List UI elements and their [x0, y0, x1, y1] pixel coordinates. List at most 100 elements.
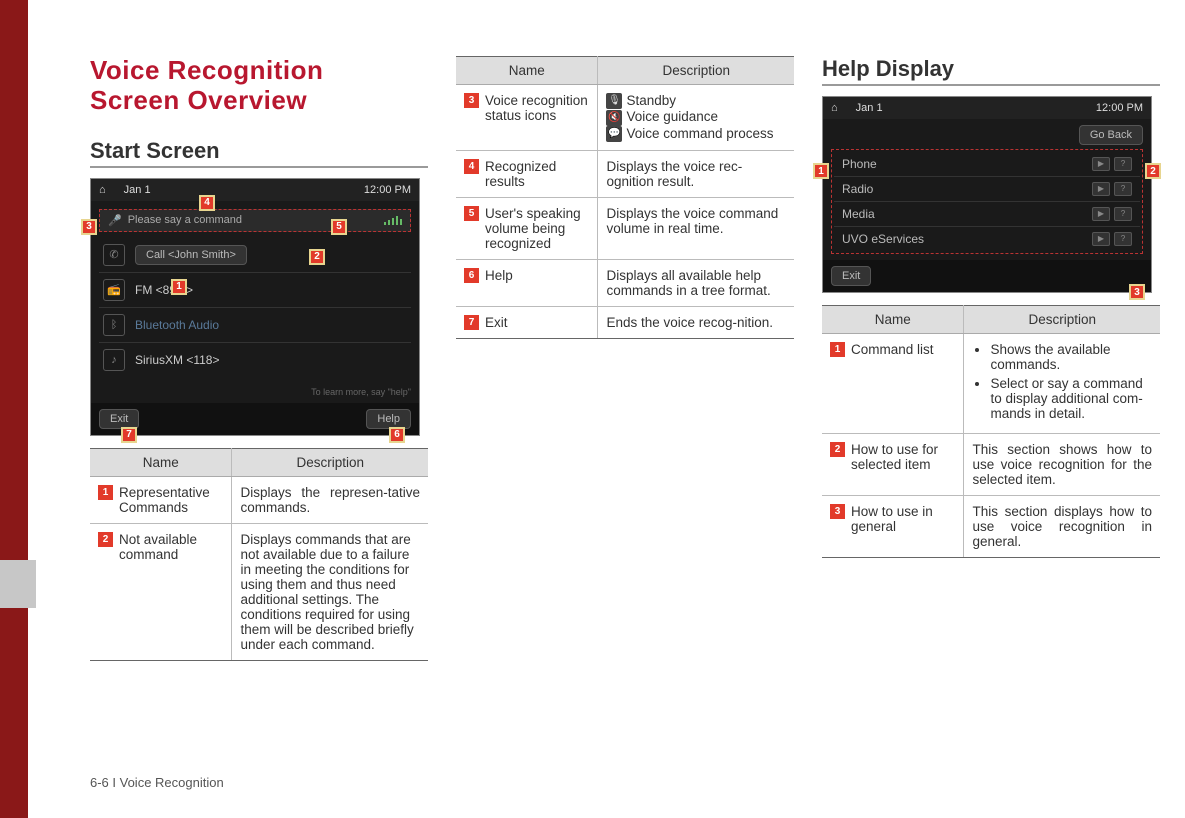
row-name: Voice recognition status icons — [485, 93, 589, 123]
screenshot-body: 🎤 Please say a command ✆ Call <John Smit… — [91, 201, 419, 385]
th-name: Name — [456, 57, 598, 85]
item-buttons: ▶? — [1092, 157, 1132, 171]
music-icon: ♪ — [103, 349, 125, 371]
table-row: 5 User's speaking volume being recognize… — [456, 198, 794, 260]
table-row: 2 How to use for selected item This sect… — [822, 434, 1160, 496]
row-desc: Displays commands that are not available… — [232, 523, 428, 660]
list-item: Phone ▶? — [834, 152, 1140, 177]
row-desc: This section displays how to use voice r… — [964, 496, 1160, 558]
row-name: Exit — [485, 315, 589, 330]
row-desc: Displays all available help commands in … — [598, 260, 794, 307]
column-3: Help Display ⌂ Jan 1 12:00 PM Go Back Ph… — [822, 56, 1160, 661]
page-thumb-tab — [0, 560, 36, 608]
help-callout-2: 2 — [1145, 163, 1161, 179]
left-red-bar — [0, 0, 28, 818]
row-badge: 4 — [464, 159, 479, 174]
info-icon: ? — [1114, 182, 1132, 196]
command-prompt: 🎤 Please say a command — [99, 209, 411, 232]
row-name: Recognized results — [485, 159, 589, 189]
info-icon: ? — [1114, 157, 1132, 171]
help-footer: Exit — [823, 260, 1151, 292]
page-title: Voice Recognition Screen Overview — [90, 56, 428, 116]
standby-icon: 🎙 — [606, 93, 622, 109]
page-title-line1: Voice Recognition — [90, 55, 323, 85]
content-area: Voice Recognition Screen Overview Start … — [90, 56, 1160, 661]
screenshot-row-sxm: ♪ SiriusXM <118> — [99, 343, 411, 377]
row-badge: 2 — [830, 442, 845, 457]
page-footer: 6-6 I Voice Recognition — [90, 775, 224, 790]
callout-2: 2 — [309, 249, 325, 265]
bullet: Select or say a command to display addit… — [990, 376, 1152, 421]
play-icon: ▶ — [1092, 182, 1110, 196]
screenshot-time: 12:00 PM — [364, 184, 411, 196]
item-label: UVO eServices — [842, 232, 924, 246]
help-body: Go Back Phone ▶? Radio ▶? Media ▶? — [823, 119, 1151, 260]
help-callout-3: 3 — [1129, 284, 1145, 300]
row-badge: 2 — [98, 532, 113, 547]
start-screen-screenshot: ⌂ Jan 1 12:00 PM 🎤 Please say a command … — [90, 178, 420, 436]
row-desc-icons: 🎙Standby 🔇Voice guidance 💬Voice command … — [598, 85, 794, 151]
help-screenshot: ⌂ Jan 1 12:00 PM Go Back Phone ▶? Radio … — [822, 96, 1152, 293]
callout-7: 7 — [121, 427, 137, 443]
mic-icon: 🎤 — [108, 214, 122, 227]
row-badge: 1 — [830, 342, 845, 357]
screenshot-hint: To learn more, say "help" — [91, 385, 419, 403]
row-badge: 3 — [830, 504, 845, 519]
row-name: Help — [485, 268, 589, 283]
icon-label: Voice command process — [626, 126, 773, 141]
call-text: Call <John Smith> — [135, 245, 247, 265]
help-display-heading: Help Display — [822, 56, 1160, 86]
row-name: User's speaking volume being recognized — [485, 206, 589, 251]
help-table: Name Description 1 Command list Shows th… — [822, 305, 1160, 558]
callout-1: 1 — [171, 279, 187, 295]
table-row: 3 How to use in general This section dis… — [822, 496, 1160, 558]
start-screen-table: Name Description 1 Representative Comman… — [90, 448, 428, 661]
exit-pill: Exit — [99, 409, 139, 429]
radio-icon: 📻 — [103, 279, 125, 301]
sxm-text: SiriusXM <118> — [135, 353, 220, 367]
row-name: How to use in general — [851, 504, 955, 534]
column-1: Voice Recognition Screen Overview Start … — [90, 56, 428, 661]
table-row: 6 Help Displays all available help comma… — [456, 260, 794, 307]
screenshot-row-fm: 📻 FM <89.1> — [99, 273, 411, 308]
help-time: 12:00 PM — [1096, 102, 1143, 114]
row-desc: This section shows how to use voice reco… — [964, 434, 1160, 496]
th-name: Name — [822, 306, 964, 334]
row-badge: 7 — [464, 315, 479, 330]
callout-5: 5 — [331, 219, 347, 235]
home-icon: ⌂ — [831, 102, 838, 114]
th-desc: Description — [964, 306, 1160, 334]
callout-6: 6 — [389, 427, 405, 443]
row-name: Not available command — [119, 532, 223, 562]
screenshot-statusbar: ⌂ Jan 1 12:00 PM — [91, 179, 419, 201]
home-icon: ⌂ — [99, 184, 106, 196]
page-title-line2: Screen Overview — [90, 85, 307, 115]
help-callout-1: 1 — [813, 163, 829, 179]
list-item: Media ▶? — [834, 202, 1140, 227]
help-statusbar: ⌂ Jan 1 12:00 PM — [823, 97, 1151, 119]
prompt-text: Please say a command — [128, 214, 242, 226]
table-row: 3 Voice recognition status icons 🎙Standb… — [456, 85, 794, 151]
list-item: Radio ▶? — [834, 177, 1140, 202]
table-row: 1 Representative Commands Displays the r… — [90, 476, 428, 523]
goback-pill: Go Back — [1079, 125, 1143, 145]
item-buttons: ▶? — [1092, 182, 1132, 196]
row-name: Command list — [851, 342, 955, 357]
item-buttons: ▶? — [1092, 232, 1132, 246]
voice-command-icon: 💬 — [606, 126, 622, 142]
row-badge: 5 — [464, 206, 479, 221]
screenshot-date: Jan 1 — [124, 184, 151, 196]
play-icon: ▶ — [1092, 207, 1110, 221]
volume-bars-icon — [384, 215, 402, 225]
screenshot-footer: Exit Help — [91, 403, 419, 435]
table-row: 7 Exit Ends the voice recog-nition. — [456, 307, 794, 339]
item-label: Media — [842, 207, 875, 221]
play-icon: ▶ — [1092, 232, 1110, 246]
row-desc: Displays the voice rec-ognition result. — [598, 151, 794, 198]
callout-3: 3 — [81, 219, 97, 235]
table-row: 4 Recognized results Displays the voice … — [456, 151, 794, 198]
help-date: Jan 1 — [856, 102, 883, 114]
row-badge: 6 — [464, 268, 479, 283]
th-desc: Description — [598, 57, 794, 85]
row-desc: Displays the voice command volume in rea… — [598, 198, 794, 260]
